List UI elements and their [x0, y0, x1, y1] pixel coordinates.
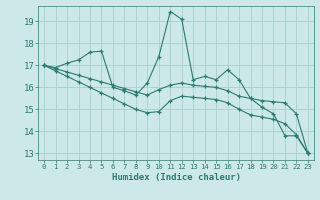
X-axis label: Humidex (Indice chaleur): Humidex (Indice chaleur): [111, 173, 241, 182]
